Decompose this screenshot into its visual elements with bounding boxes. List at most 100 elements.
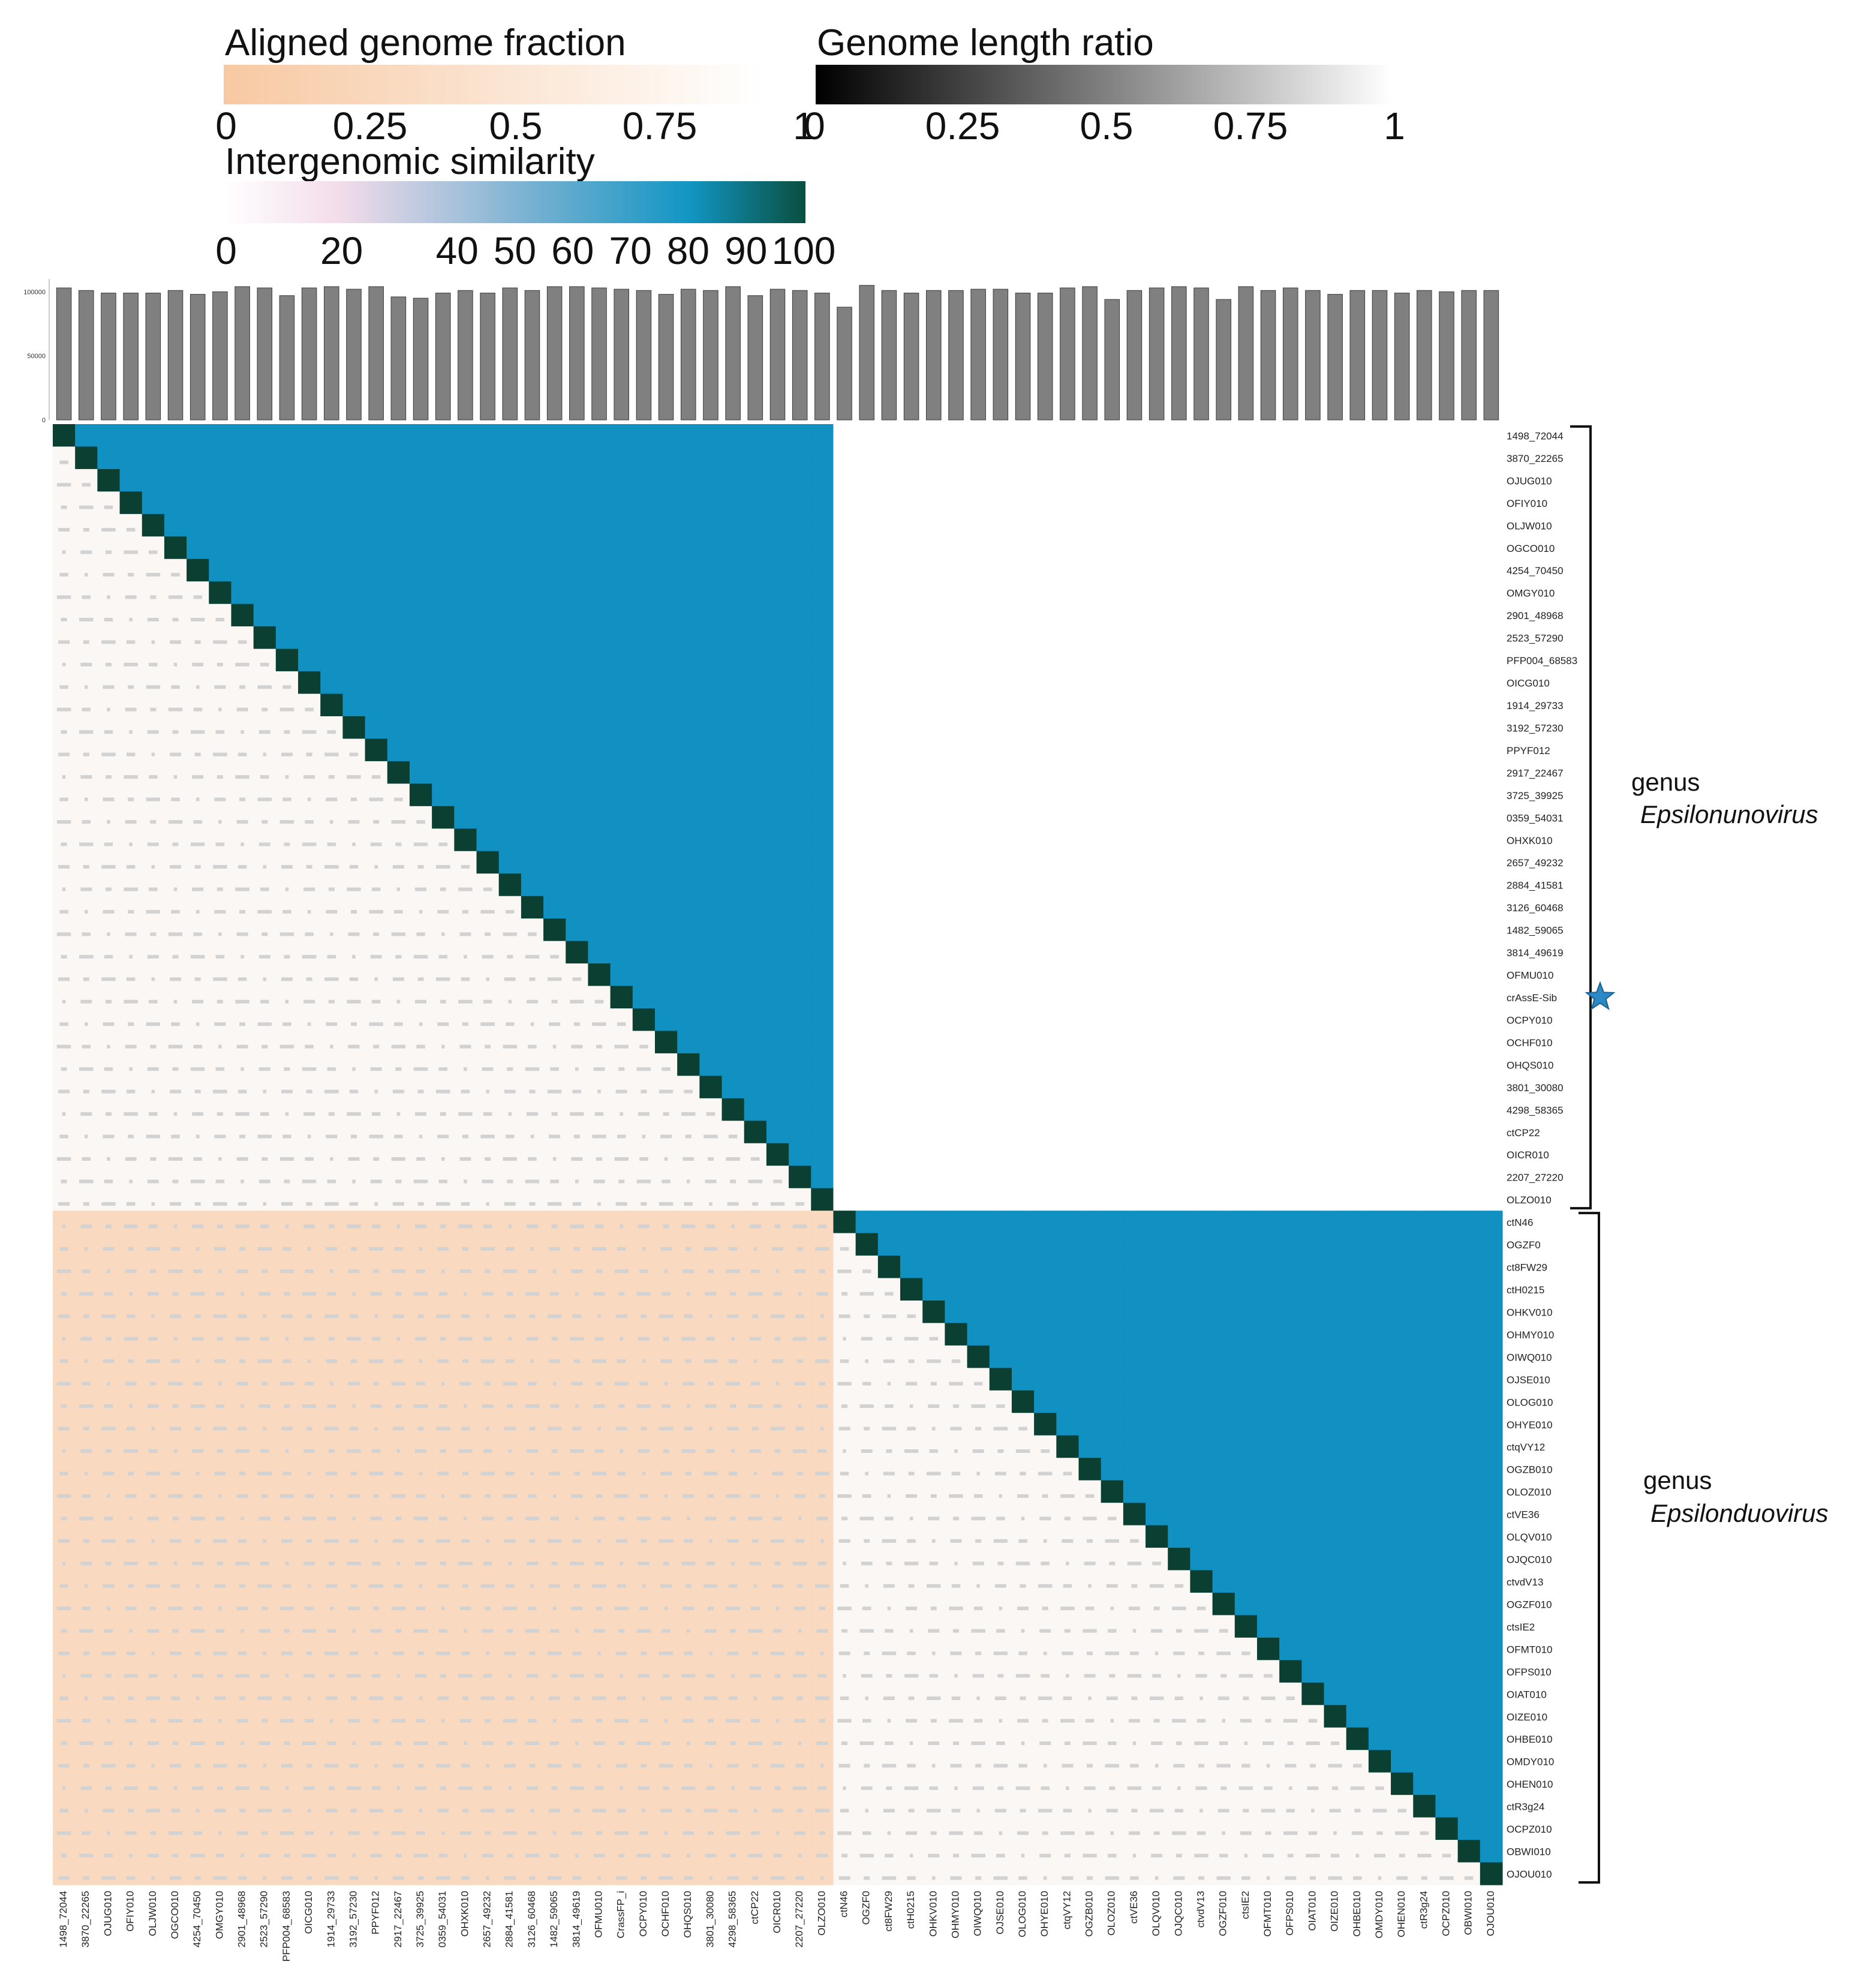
heatmap-cell (766, 1525, 789, 1548)
heatmap-cell (811, 1772, 834, 1795)
heatmap-cell (476, 963, 500, 987)
heatmap-cell (1457, 851, 1481, 874)
heatmap-cell (677, 1413, 700, 1436)
heatmap-cell (543, 1458, 566, 1481)
heatmap-cell (677, 1188, 700, 1211)
heatmap-cell (454, 1211, 477, 1234)
heatmap-cell (922, 491, 945, 515)
length-ratio-mark (620, 1224, 623, 1229)
heatmap-cell (97, 986, 121, 1009)
length-ratio-mark (257, 1247, 272, 1251)
heatmap-cell (1391, 806, 1414, 829)
heatmap-cell (209, 513, 232, 537)
heatmap-cell (1391, 918, 1414, 942)
heatmap-cell (1435, 491, 1459, 515)
heatmap-cell (1413, 1166, 1436, 1189)
heatmap-cell (231, 986, 254, 1009)
heatmap-cell (610, 1390, 633, 1413)
heatmap-cell (53, 1660, 76, 1683)
heatmap-cell (1190, 581, 1213, 605)
length-ratio-mark (59, 572, 68, 576)
heatmap-cell (632, 783, 656, 807)
heatmap-cell (654, 1076, 678, 1099)
heatmap-cell (699, 536, 723, 560)
length-ratio-mark (395, 842, 402, 846)
heatmap-cell (877, 1637, 901, 1660)
heatmap-cell (476, 1817, 500, 1840)
heatmap-cell (119, 424, 143, 448)
length-ratio-mark (172, 1179, 179, 1184)
heatmap-cell (187, 1593, 209, 1616)
heatmap-cell (1480, 581, 1503, 605)
heatmap-cell (298, 1008, 321, 1032)
heatmap-diagonal-cell (610, 986, 633, 1009)
heatmap-cell (699, 1705, 723, 1728)
length-ratio-mark (173, 887, 178, 891)
heatmap-cell (298, 491, 321, 515)
length-ratio-mark (172, 617, 179, 621)
heatmap-cell (945, 1795, 968, 1818)
heatmap-cell (1078, 1211, 1102, 1234)
heatmap-cell (1212, 1480, 1235, 1503)
heatmap-cell (119, 1637, 143, 1660)
heatmap-cell (1301, 1076, 1325, 1099)
heatmap-cell (1234, 806, 1258, 829)
heatmap-cell (654, 536, 678, 560)
heatmap-cell (53, 1008, 76, 1032)
heatmap-cell (1391, 828, 1414, 852)
heatmap-cell (766, 581, 789, 605)
heatmap-cell (1034, 626, 1057, 650)
heatmap-cell (610, 1143, 633, 1166)
heatmap-cell (476, 1660, 500, 1683)
heatmap-cell (1480, 1053, 1503, 1076)
length-ratio-mark (549, 1022, 561, 1026)
heatmap-cell (789, 1705, 811, 1728)
heatmap-cell (1168, 828, 1191, 852)
heatmap-cell (119, 896, 143, 919)
heatmap-cell (1234, 1053, 1258, 1076)
heatmap-cell (298, 693, 321, 717)
length-ratio-mark (192, 999, 204, 1004)
heatmap-cell (209, 1323, 232, 1346)
heatmap-cell (209, 1211, 232, 1234)
heatmap-cell (1480, 963, 1503, 987)
length-ratio-mark (105, 775, 112, 779)
heatmap-cell (320, 1660, 343, 1683)
heatmap-cell (119, 671, 143, 695)
heatmap-cell (209, 671, 232, 695)
heatmap-cell (1168, 1593, 1191, 1616)
heatmap-cell (1324, 513, 1347, 537)
heatmap-cell (387, 603, 410, 627)
heatmap-cell (566, 1211, 589, 1234)
length-ratio-mark (194, 752, 201, 756)
heatmap-cell (766, 1301, 789, 1324)
length-ratio-mark (172, 1067, 179, 1071)
heatmap-cell (476, 581, 500, 605)
length-ratio-mark (572, 977, 582, 981)
length-ratio-mark (214, 1247, 226, 1251)
heatmap-cell (1078, 1637, 1102, 1660)
heatmap-cell (409, 896, 432, 919)
heatmap-cell (298, 1795, 321, 1818)
heatmap-cell (521, 513, 544, 537)
length-ratio-mark (436, 1202, 450, 1206)
heatmap-cell (1346, 851, 1369, 874)
heatmap-cell (721, 986, 745, 1009)
heatmap-cell (432, 783, 455, 807)
heatmap-cell (721, 963, 745, 987)
heatmap-cell (209, 738, 232, 762)
heatmap-cell (811, 963, 834, 987)
length-ratio-mark (530, 1134, 534, 1139)
heatmap-cell (253, 716, 276, 740)
heatmap-cell (1190, 1480, 1213, 1503)
length-ratio-mark (124, 775, 138, 779)
heatmap-cell (1123, 1413, 1146, 1436)
length-ratio-mark (370, 1179, 382, 1184)
heatmap-cell (164, 626, 187, 650)
heatmap-cell (1256, 851, 1280, 874)
heatmap-cell (1346, 626, 1369, 650)
length-ratio-mark (56, 483, 71, 487)
heatmap-cell (320, 1256, 343, 1279)
heatmap-cell (677, 1772, 700, 1795)
heatmap-cell (97, 626, 121, 650)
